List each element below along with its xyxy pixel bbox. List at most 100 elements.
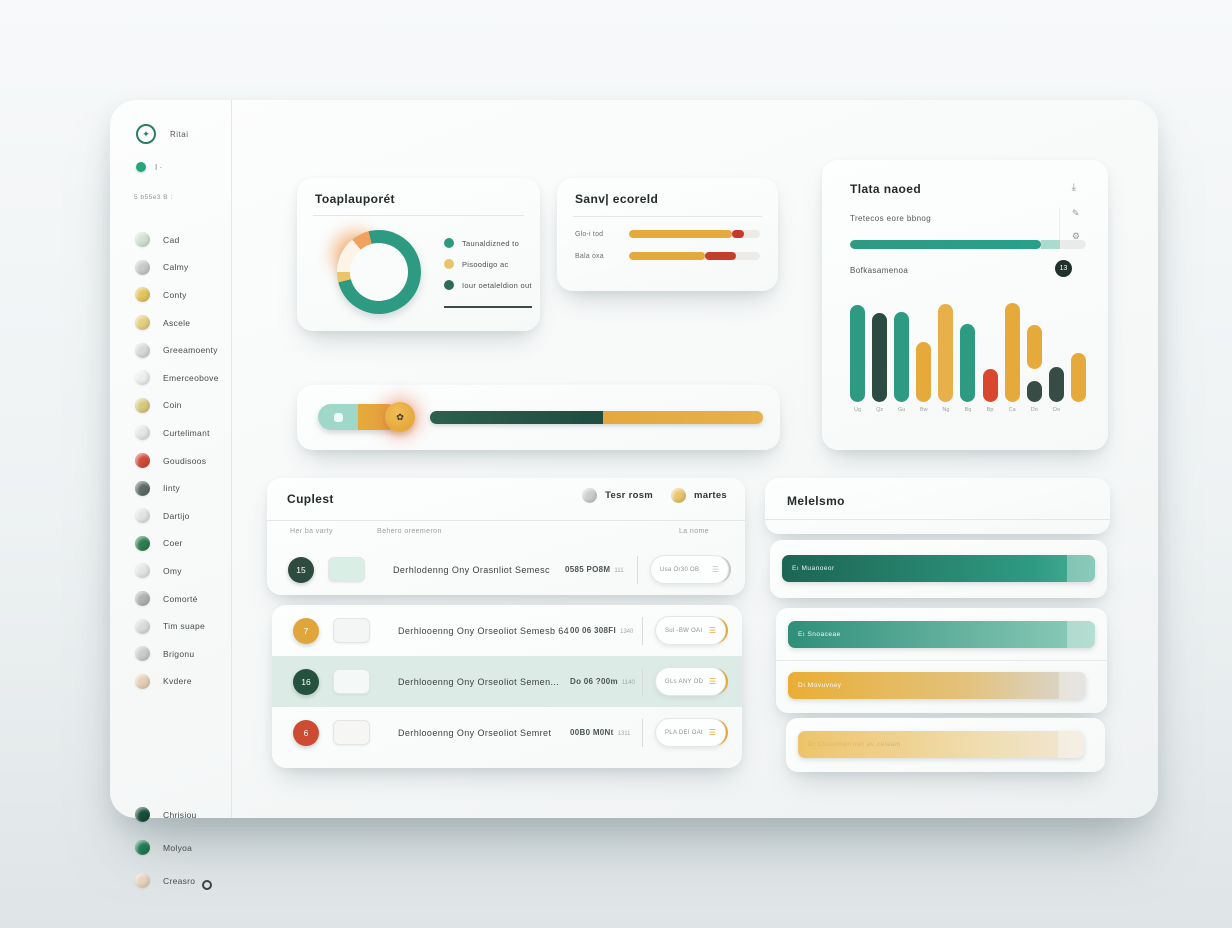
row-action-button[interactable]: PLA DEI OAt ☰	[655, 718, 726, 747]
legend-item[interactable]: Taunaldizned to	[444, 238, 532, 248]
sidebar-footer-item[interactable]: Creasro	[135, 864, 230, 897]
sidebar-item-icon	[135, 397, 150, 413]
download-icon[interactable]: ⤓	[1071, 182, 1076, 193]
sidebar-item-icon	[135, 287, 150, 303]
sidebar-footer-item-label: Creasro	[163, 875, 196, 886]
table-row[interactable]: 16 Derhlooenng Ony Orseoliot Semen... Do…	[272, 656, 742, 707]
sidebar-footer-item[interactable]: Chrisiou	[135, 798, 230, 831]
sidebar-item[interactable]: Iinty	[135, 474, 230, 502]
table-legend-item[interactable]: Tesr rosm	[582, 488, 653, 503]
sidebar-item[interactable]: Cad	[135, 226, 230, 254]
sidebar-item-icon	[135, 259, 150, 275]
score-bar-alert	[732, 230, 745, 238]
donut-legend: Taunaldizned to Pisoodigo ac Iour oetale…	[444, 238, 532, 290]
tool-icon[interactable]: ✎	[1071, 208, 1080, 218]
donut-chart[interactable]	[337, 230, 421, 314]
sidebar-item[interactable]: Dartijo	[135, 502, 230, 530]
row-action-button[interactable]: Sul -BW OAI ☰	[655, 616, 726, 645]
sidebar-item[interactable]: Kvdere	[135, 668, 230, 696]
bar-column[interactable]: Oo	[1048, 300, 1064, 415]
sidebar-item[interactable]: Omy	[135, 557, 230, 585]
melelsmo-subcard-3: Dı Ciuoumerrowt av celaam	[786, 718, 1105, 772]
legend-item[interactable]: Iour oetaleldion out	[444, 280, 532, 290]
bar-column[interactable]: Qz	[872, 300, 888, 415]
legend-item[interactable]: Pisoodigo ac	[444, 259, 532, 269]
bar	[1070, 353, 1086, 402]
row-thumbnail	[333, 618, 370, 643]
table-legend-item[interactable]: martes	[671, 488, 727, 503]
sidebar-item[interactable]: Coer	[135, 530, 230, 558]
sidebar-item[interactable]: Brigonu	[135, 640, 230, 668]
row-description: Derhlodenng Ony Orasnliot Semesc	[393, 564, 550, 575]
table-legend-label: martes	[694, 490, 727, 501]
sidebar-item-label: Comorté	[163, 593, 198, 604]
sidebar-item[interactable]: Conty	[135, 281, 230, 309]
tool-icon[interactable]: ⚙	[1071, 231, 1080, 241]
sidebar-footer-item[interactable]: Molyoa	[135, 831, 230, 864]
table-row[interactable]: 6 Derhlooenng Ony Orseoliot Semret 00B0 …	[272, 707, 742, 758]
bar-column[interactable]: Gu	[894, 300, 910, 415]
bar-column[interactable]: Bq	[960, 300, 976, 415]
sidebar-item-icon	[135, 370, 150, 386]
data-card-title: Tlata naoed	[850, 182, 922, 196]
row-action-button[interactable]: Usa Or30 OB ☰	[650, 555, 729, 584]
row-description: Derhlooenng Ony Orseoliot Semesb 64	[398, 625, 570, 636]
sidebar-item[interactable]: Emerceobove	[135, 364, 230, 392]
table-row[interactable]: 15 Derhlodenng Ony Orasnliot Semesc 0585…	[267, 544, 745, 595]
row-action-label: GLs ANY OD	[665, 678, 704, 685]
bar-column[interactable]: Ug	[850, 300, 865, 415]
sidebar-radio-toggle[interactable]	[202, 880, 212, 890]
melelsmo-title: Melelsmo	[787, 494, 845, 508]
glow-action-button[interactable]: ✿	[385, 402, 415, 432]
horizontal-bar[interactable]: Dı Movuvney	[788, 672, 1086, 699]
sidebar-item[interactable]: Ascele	[135, 309, 230, 337]
row-action-button[interactable]: GLs ANY OD ☰	[655, 667, 726, 696]
bar-column[interactable]: Ca	[1004, 300, 1020, 415]
menu-icon: ☰	[708, 626, 716, 635]
bar-column[interactable]: Bw	[916, 300, 932, 415]
sidebar-item-label: Cad	[163, 234, 180, 245]
bar-column[interactable]: Do	[1026, 300, 1042, 415]
legend-dot-icon	[444, 259, 454, 269]
score-bar[interactable]	[629, 230, 760, 238]
sidebar-item[interactable]: Calmy	[135, 254, 230, 282]
row-thumbnail	[333, 720, 370, 745]
sidebar-item[interactable]: Tim suape	[135, 612, 230, 640]
row-number-badge: 15	[288, 556, 314, 583]
sidebar-item[interactable]: Coin	[135, 392, 230, 420]
progress-light	[1041, 240, 1061, 249]
sidebar-item[interactable]: Goudisoos	[135, 447, 230, 475]
table-card-title: Cuplest	[287, 492, 334, 506]
sidebar-item[interactable]: Curtelimant	[135, 419, 230, 447]
duo-progress-bar[interactable]	[430, 411, 763, 424]
sidebar-item[interactable]: Comorté	[135, 585, 230, 613]
data-progress-bar[interactable]	[850, 240, 1086, 249]
horizontal-bar[interactable]: Eı Muanoeor	[782, 555, 1095, 582]
bar-label: Oo	[1052, 407, 1061, 413]
score-bar-main	[629, 230, 733, 238]
app-logo-icon[interactable]: ✦	[136, 124, 156, 144]
bar-column[interactable]: Bp	[982, 300, 998, 415]
row-description: Derhlooenng Ony Orseoliot Semret	[398, 727, 552, 738]
table-row[interactable]: 7 Derhlooenng Ony Orseoliot Semesb 64 00…	[272, 605, 742, 656]
row-time: Do 06 ?00m	[570, 677, 618, 686]
horizontal-bar[interactable]: Eı Snoaceae	[788, 621, 1095, 648]
sidebar-item-icon	[135, 480, 150, 496]
data-card-subtitle: Tretecos eore bbnog	[850, 214, 932, 223]
table-legend-label: Tesr rosm	[605, 490, 654, 501]
bar	[872, 313, 888, 402]
sidebar-item-icon	[135, 453, 150, 469]
score-row-label: Bala oxa	[575, 252, 604, 260]
score-bar[interactable]	[629, 252, 760, 260]
donut-card: Toaplauporét Taunaldizned to Pisoodigo a…	[297, 178, 540, 331]
melelsmo-subcard-2: Eı Snoaceae Dı Movuvney	[776, 608, 1107, 713]
legend-dot-icon	[444, 238, 454, 248]
horizontal-bar[interactable]: Dı Ciuoumerrowt av celaam	[798, 731, 1085, 758]
bar-label: Ca	[1008, 407, 1016, 413]
sidebar-nav: Cad Calmy Conty Ascele Greeamoenty	[135, 226, 230, 695]
bar-column[interactable]	[1070, 300, 1086, 415]
table-card: Cuplest Tesr rosm martes Her ba varty Be…	[267, 478, 745, 595]
sidebar-item[interactable]: Greeamoenty	[135, 336, 230, 364]
bar-column[interactable]: Ng	[938, 300, 954, 415]
sidebar-item-icon	[135, 646, 150, 662]
